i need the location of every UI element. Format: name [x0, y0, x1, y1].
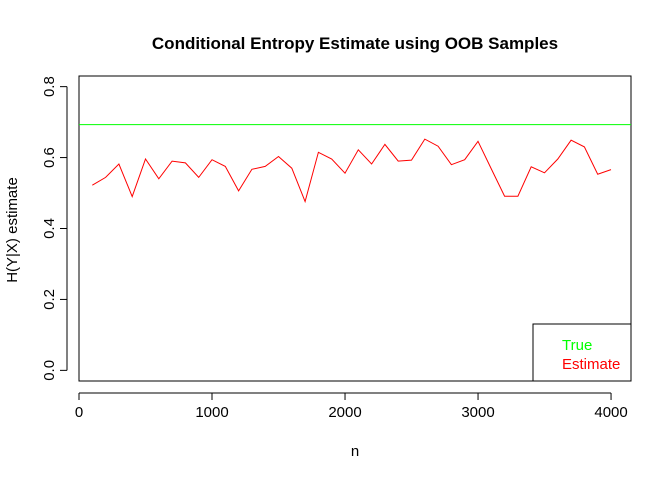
y-tick-label: 0.4: [41, 218, 58, 239]
legend-box: [532, 323, 632, 382]
x-tick-label: 4000: [594, 404, 627, 421]
plot-frame: [78, 75, 632, 382]
y-tick-label: 0.0: [41, 360, 58, 381]
series-layer: [79, 124, 631, 204]
y-tick-label: 0.6: [41, 147, 58, 168]
x-axis: 0 1000 2000 3000 4000: [75, 392, 628, 421]
x-tick-label: 0: [75, 404, 83, 421]
x-tick-label: 2000: [328, 404, 361, 421]
legend: True Estimate: [532, 323, 632, 382]
chart-title: Conditional Entropy Estimate using OOB S…: [152, 34, 558, 53]
x-axis-label: n: [351, 443, 359, 460]
estimate-line: [92, 138, 612, 204]
x-tick-label: 1000: [195, 404, 228, 421]
legend-entry: Estimate: [562, 356, 620, 373]
y-tick-label: 0.2: [41, 289, 58, 310]
legend-entry: True: [562, 337, 592, 354]
y-axis-label: H(Y|X) estimate: [4, 177, 21, 283]
y-axis: 0.0 0.2 0.4 0.6 0.8: [41, 76, 68, 381]
y-tick-label: 0.8: [41, 76, 58, 97]
x-tick-label: 3000: [461, 404, 494, 421]
